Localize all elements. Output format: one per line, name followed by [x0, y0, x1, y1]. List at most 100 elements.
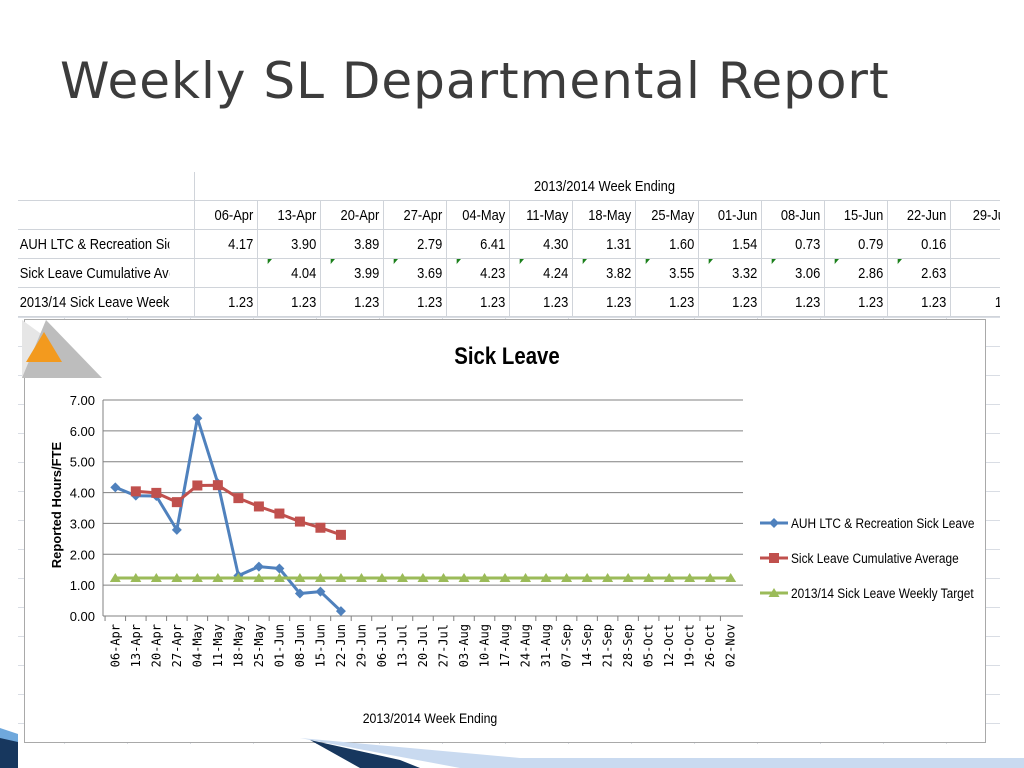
column-header: 20-Apr: [329, 200, 384, 230]
x-tick-label: 01-Jun: [272, 624, 286, 667]
y-tick-label: 6.00: [70, 424, 95, 439]
column-header: 08-Jun: [770, 200, 825, 230]
data-point: [315, 586, 326, 597]
data-point: [294, 588, 305, 599]
x-tick-label: 15-Jun: [313, 624, 327, 667]
data-point: [110, 482, 121, 493]
table-corner-cell: [18, 172, 171, 201]
table-row: AUH LTC & Recreation Sick L 4.17 3.90 3.89…: [18, 229, 1000, 259]
table-group-header-row: 2013/2014 Week Ending: [18, 172, 1000, 201]
table-cell: 3.90: [266, 229, 321, 259]
table-cell: 0.79: [833, 229, 888, 259]
table-cell: 2.86: [833, 258, 888, 288]
x-tick-label: 20-Jul: [416, 624, 430, 667]
data-point: [253, 561, 264, 572]
x-tick-label: 05-Oct: [642, 624, 656, 667]
x-tick-label: 14-Sep: [580, 624, 594, 667]
data-point: [192, 480, 203, 491]
table-cell: 4.04: [266, 258, 321, 288]
data-point: [171, 524, 182, 535]
table-cell: 1.54: [707, 229, 762, 259]
data-point: [150, 573, 162, 583]
y-tick-label: 4.00: [70, 486, 95, 501]
table-cell: 3.32: [707, 258, 762, 288]
y-tick-label: 7.00: [70, 393, 95, 408]
y-tick-label: 5.00: [70, 455, 95, 470]
x-tick-label: 20-Apr: [149, 624, 163, 667]
row-label: Sick Leave Cumulative Average: [18, 258, 171, 288]
table-header-corner: [18, 200, 171, 230]
data-point: [274, 563, 285, 574]
data-point: [130, 573, 142, 583]
data-point: [335, 573, 347, 583]
y-axis-label: Reported Hours/FTE: [49, 441, 64, 568]
column-header: 06-Apr: [203, 200, 258, 230]
legend-label: AUH LTC & Recreation Sick Leave: [791, 515, 975, 531]
table-cell: 1.23: [770, 287, 825, 317]
y-tick-label: 3.00: [70, 516, 95, 531]
x-tick-label: 22-Jun: [334, 624, 348, 667]
table-cell: 1.23: [707, 287, 762, 317]
data-point: [396, 573, 408, 583]
data-point: [663, 573, 675, 583]
x-tick-label: 03-Aug: [457, 624, 471, 667]
data-point: [315, 522, 326, 533]
table-cell: 3.82: [581, 258, 636, 288]
data-point: [314, 573, 326, 583]
data-point: [417, 573, 429, 583]
x-tick-label: 18-May: [231, 624, 245, 667]
x-tick-label: 29-Jun: [354, 624, 368, 667]
x-tick-label: 27-Jul: [437, 624, 451, 667]
table-cell: 3.99: [329, 258, 384, 288]
table-cell: 1.23: [392, 287, 447, 317]
column-header: 25-May: [644, 200, 699, 230]
table-cell: 4.17: [203, 229, 258, 259]
data-point: [191, 573, 203, 583]
y-tick-label: 1.00: [70, 578, 95, 593]
column-header: 01-Jun: [707, 200, 762, 230]
x-tick-label: 07-Sep: [560, 624, 574, 667]
data-point: [171, 497, 182, 508]
data-point: [212, 573, 224, 583]
table-cell: [203, 258, 258, 288]
table-header-row: 06-Apr 13-Apr 20-Apr 27-Apr 04-May 11-May 18-M…: [18, 200, 1000, 230]
x-tick-label: 12-Oct: [662, 624, 676, 667]
x-tick-label: 31-Aug: [539, 624, 553, 667]
table-cell: [959, 229, 1000, 259]
slide-decoration: [0, 728, 1024, 768]
data-table: 2013/2014 Week Ending 06-Apr 13-Apr 20-Apr…: [18, 172, 1000, 317]
table-cell: 1.23: [644, 287, 699, 317]
table-cell: 1.31: [581, 229, 636, 259]
table-cell: 3.69: [392, 258, 447, 288]
x-tick-label: 21-Sep: [601, 624, 615, 667]
table-cell: 6.41: [455, 229, 510, 259]
x-tick-label: 19-Oct: [683, 624, 697, 667]
data-point: [232, 573, 244, 583]
column-header: 15-Jun: [833, 200, 888, 230]
x-tick-label: 28-Sep: [621, 624, 635, 667]
table-cell: 2.63: [896, 258, 951, 288]
series-1: [130, 480, 346, 540]
table-cell: 3.06: [770, 258, 825, 288]
x-tick-label: 10-Aug: [478, 624, 492, 667]
table-cell: 2.79: [392, 229, 447, 259]
table-cell: 1.23: [203, 287, 258, 317]
data-point: [520, 573, 532, 583]
slide-title: Weekly SL Departmental Report: [60, 52, 890, 110]
table-cell: 4.24: [518, 258, 573, 288]
table-cell: 1.23: [896, 287, 951, 317]
legend-label: 2013/14 Sick Leave Weekly Target: [791, 585, 974, 601]
data-point: [458, 573, 470, 583]
table-cell: 0.73: [770, 229, 825, 259]
table-cell: 3.89: [329, 229, 384, 259]
table-cell: 1.23: [266, 287, 321, 317]
x-tick-label: 02-Nov: [724, 624, 738, 667]
table-cell: 1.23: [455, 287, 510, 317]
data-point: [192, 413, 203, 424]
data-point: [273, 573, 285, 583]
data-point: [274, 508, 285, 519]
data-point: [294, 573, 306, 583]
data-point: [171, 573, 183, 583]
table-cell: 1.23: [329, 287, 384, 317]
data-point: [725, 573, 737, 583]
